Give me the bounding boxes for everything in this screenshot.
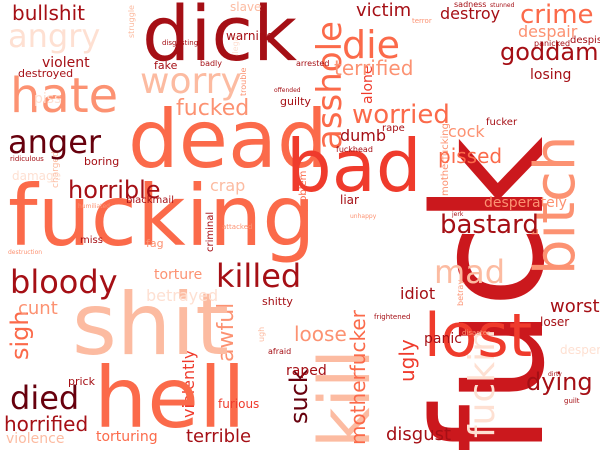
word-criminal: prick xyxy=(68,375,95,388)
word-warning: violent xyxy=(42,55,90,71)
word-guilt: disgusting xyxy=(162,39,199,47)
word-dying: dying xyxy=(526,368,593,396)
word-struggle: dirty xyxy=(548,371,562,378)
word-terrified: terrified xyxy=(334,56,414,80)
word-humiliated: jerk xyxy=(452,211,464,218)
word-mad: mad xyxy=(434,253,506,291)
word-torturing: torturing xyxy=(96,429,158,445)
word-hell: hell xyxy=(94,349,246,447)
word-terror: sadness xyxy=(454,0,487,9)
word-charged: blackmail xyxy=(126,195,174,206)
word-destroy: slave xyxy=(230,0,262,14)
word-disgusting: terror xyxy=(412,17,432,25)
word-ugly: panic xyxy=(424,331,462,347)
word-angry: angry xyxy=(8,17,101,55)
word-illegal: offended xyxy=(274,87,301,94)
word-lost: lost xyxy=(424,301,533,371)
word-attacked: humiliated xyxy=(78,203,110,210)
word-disaster: destruction xyxy=(8,249,43,256)
word-idiot: idiot xyxy=(400,284,436,303)
word-victim: victim xyxy=(356,0,412,21)
word-disgust: disgust xyxy=(386,424,452,445)
word-killed: killed xyxy=(216,257,302,295)
word-boring: boring xyxy=(84,155,120,168)
word-damage: fucker xyxy=(486,117,518,128)
word-panicked: afraid xyxy=(268,347,292,356)
word-betrayed: guilt xyxy=(564,397,580,405)
word-ugh: disaster xyxy=(462,329,490,337)
word-loser: desperate xyxy=(560,343,600,357)
word-fuckhead: arrested xyxy=(296,59,330,68)
word-fucked: fucked xyxy=(176,96,250,121)
word-bloody: bloody xyxy=(10,263,118,301)
word-motherfucker: motherfucker xyxy=(346,310,370,445)
word-violence: fake xyxy=(154,59,178,72)
word-blackmail: fuckhead xyxy=(336,145,373,154)
word-goddamn: goddamn xyxy=(500,38,600,66)
word-crap: crap xyxy=(210,176,246,195)
word-guilty: damage xyxy=(12,169,62,183)
word-cunt: cunt xyxy=(18,298,58,319)
word-violently: horrified xyxy=(4,412,89,436)
word-prick: rape xyxy=(382,123,405,134)
word-arrested: panicked xyxy=(534,39,571,48)
word-liar: furious xyxy=(218,397,260,411)
word-fake: losing xyxy=(530,67,572,83)
word-cock: cock xyxy=(448,122,485,141)
word-dumb: dumb xyxy=(340,126,387,145)
word-offended: unhappy xyxy=(350,213,377,220)
word-crime: crime xyxy=(520,0,594,30)
word-despise: attacked xyxy=(222,223,253,231)
word-horrible: horrible xyxy=(68,176,161,204)
word-panic: destroy xyxy=(440,4,501,23)
word-slave: warning xyxy=(226,29,275,43)
word-died: died xyxy=(10,379,80,417)
word-motherfucking: badly xyxy=(200,59,223,68)
word-betray: ugh xyxy=(257,326,266,342)
word-sadness: stunned xyxy=(490,2,515,9)
word-piss: betrayed xyxy=(146,286,219,305)
word-fucker: guilty xyxy=(280,95,311,108)
word-ridiculous: piss xyxy=(34,91,62,107)
word-miss: miss xyxy=(80,235,103,246)
word-trouble: struggle xyxy=(127,5,136,38)
word-frightened: ridiculous xyxy=(10,155,44,163)
word-destroyed: liar xyxy=(340,193,359,207)
word-badly: despise xyxy=(570,35,600,46)
word-shit: shit xyxy=(72,275,229,375)
word-despair: despair xyxy=(518,22,578,41)
word-bullshit: bullshit xyxy=(12,1,85,25)
word-fucking: fucking xyxy=(8,167,316,265)
word-worry: worry xyxy=(140,61,242,102)
word-killing: ugly xyxy=(395,339,419,382)
word-dead: dead xyxy=(128,93,328,186)
word-worried: worried xyxy=(352,100,450,130)
word-desperately: shitty xyxy=(262,295,293,308)
word-loose: loose xyxy=(294,322,347,346)
word-bastard: bastard xyxy=(440,210,539,240)
word-rape: fag xyxy=(146,237,164,250)
word-losing: torture xyxy=(154,267,203,283)
word-pissed: pissed xyxy=(438,144,503,168)
word-anger: anger xyxy=(8,123,102,161)
word-raped: raped xyxy=(286,363,327,379)
word-desperate: desperately xyxy=(484,195,567,211)
word-hate: hate xyxy=(10,68,119,124)
word-terrible: terrible xyxy=(186,426,252,447)
word-furious: loser xyxy=(540,315,570,329)
word-die: die xyxy=(342,23,401,67)
word-dick: dick xyxy=(142,0,298,78)
word-afraid: frightened xyxy=(374,313,411,321)
word-violent: destroyed xyxy=(18,67,74,80)
word-bad: bad xyxy=(286,124,422,208)
word-torture: violence xyxy=(6,431,65,447)
word-worst: worst xyxy=(550,296,600,317)
